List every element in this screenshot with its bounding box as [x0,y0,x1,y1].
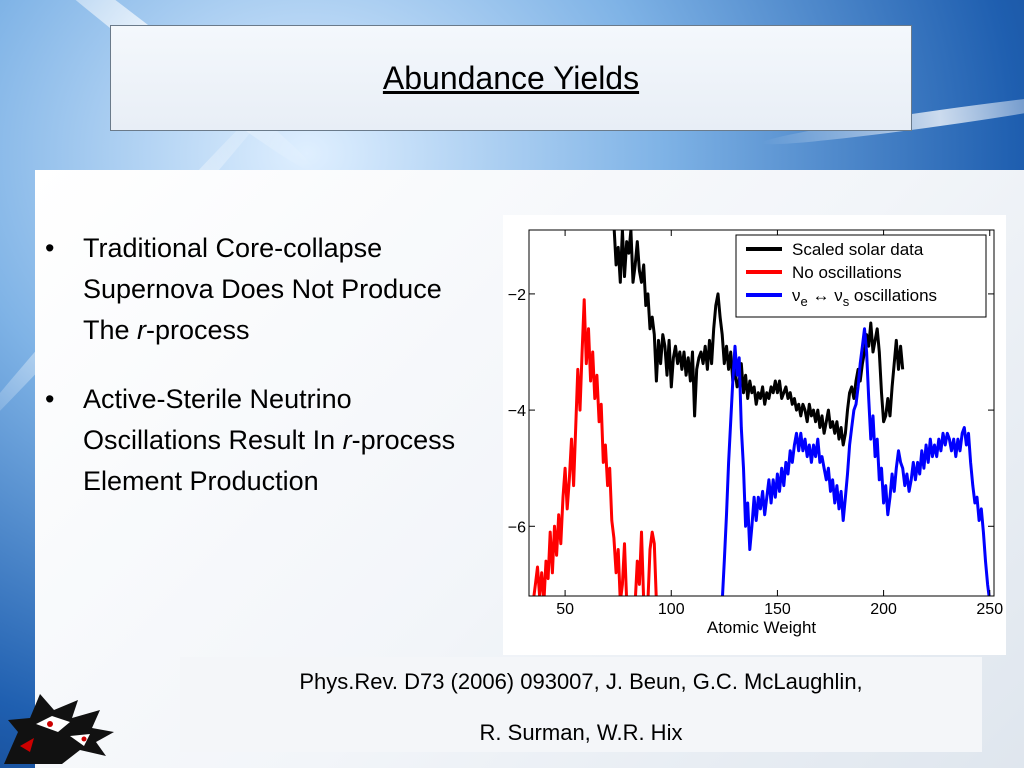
y-tick-label: −6 [508,519,526,536]
bullet-emphasis: r [342,425,352,455]
x-tick-label: 200 [870,601,897,618]
x-tick-label: 250 [976,601,1003,618]
bullet-list: • Traditional Core-collapse Supernova Doe… [45,228,475,530]
legend-label: Scaled solar data [792,240,924,259]
x-axis-label: Atomic Weight [707,618,817,637]
citation-line-2: R. Surman, W.R. Hix [479,720,683,745]
title-box: Abundance Yields [110,25,912,131]
bullet-text: Active-Sterile Neutrino Oscillations Res… [83,384,352,455]
series-line-2-segment [646,530,658,596]
bullet-dot-icon: • [45,233,55,263]
x-tick-label: 150 [764,601,791,618]
bullet-text: -process Element Production [83,425,456,496]
series-line-1 [612,230,905,447]
bullet-text: -process [146,315,250,345]
x-tick-label: 50 [556,601,574,618]
bullet-emphasis: r [137,315,147,345]
bullet-item: • Active-Sterile Neutrino Oscillations Re… [45,379,475,502]
y-tick-label: −4 [508,403,526,420]
citation-line-1: Phys.Rev. D73 (2006) 093007, J. Beun, G.… [299,669,863,694]
legend-label: νe ↔ νs oscillations [792,286,937,309]
series-line-2 [532,298,628,596]
bullet-text: Traditional Core-collapse Supernova Does… [83,233,442,345]
plot-frame [528,229,995,597]
slide-title: Abundance Yields [382,59,640,96]
bullet-dot-icon: • [45,384,55,414]
series-line-3 [720,327,991,596]
wolf-mascot-icon [4,694,114,764]
series-line-2-segment [633,530,646,596]
bullet-item: • Traditional Core-collapse Supernova Doe… [45,228,475,351]
legend-label: No oscillations [792,263,902,282]
x-tick-label: 100 [658,601,685,618]
y-tick-label: −2 [508,287,526,304]
citation-box: Phys.Rev. D73 (2006) 093007, J. Beun, G.… [180,657,982,752]
